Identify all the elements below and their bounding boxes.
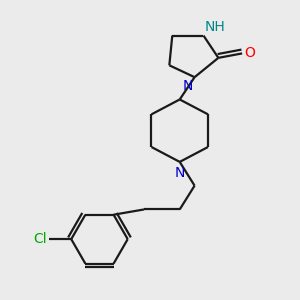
Text: NH: NH	[205, 20, 226, 34]
Text: N: N	[175, 166, 185, 180]
Text: N: N	[183, 79, 193, 93]
Text: O: O	[244, 46, 255, 60]
Text: Cl: Cl	[33, 232, 46, 246]
